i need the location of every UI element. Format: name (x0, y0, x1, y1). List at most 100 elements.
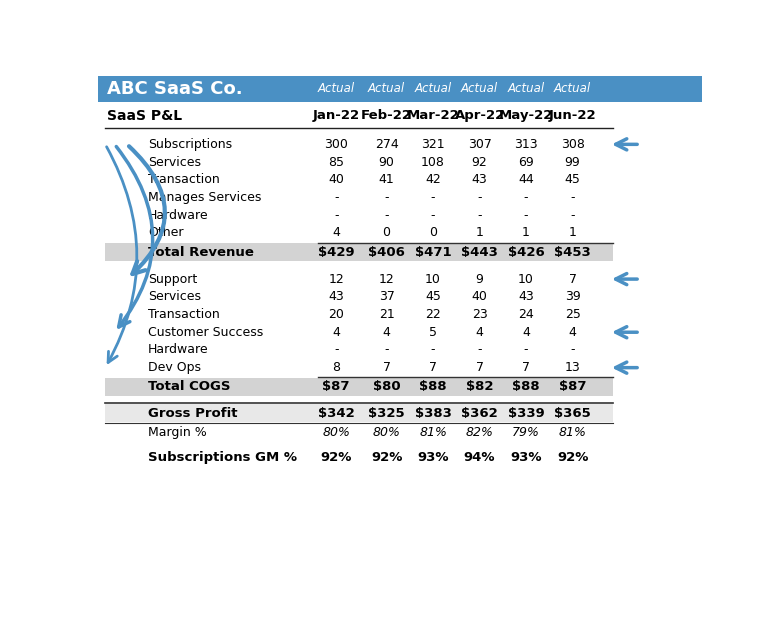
Text: 7: 7 (569, 272, 576, 286)
Text: $342: $342 (317, 406, 355, 420)
Text: Support: Support (148, 272, 197, 286)
Text: 41: 41 (379, 173, 395, 186)
Text: 12: 12 (328, 272, 344, 286)
Text: 92%: 92% (370, 451, 402, 464)
Text: -: - (570, 191, 575, 204)
Text: 8: 8 (332, 361, 340, 374)
Text: 7: 7 (476, 361, 484, 374)
Text: 94%: 94% (464, 451, 495, 464)
Text: Jan-22: Jan-22 (313, 109, 360, 123)
Text: 85: 85 (328, 156, 344, 168)
Text: 43: 43 (328, 290, 344, 304)
Text: $426: $426 (508, 246, 544, 258)
Text: 23: 23 (472, 308, 488, 321)
Text: 307: 307 (468, 138, 491, 151)
Text: -: - (334, 191, 339, 204)
Bar (105, 243, 613, 261)
Text: Actual: Actual (414, 83, 452, 95)
Text: $406: $406 (368, 246, 405, 258)
Text: 99: 99 (565, 156, 580, 168)
Text: 300: 300 (324, 138, 348, 151)
Text: 92: 92 (472, 156, 488, 168)
Text: 7: 7 (382, 361, 391, 374)
Text: Jun-22: Jun-22 (549, 109, 597, 123)
Text: Feb-22: Feb-22 (361, 109, 412, 123)
Text: 21: 21 (379, 308, 395, 321)
Text: -: - (570, 209, 575, 222)
Text: Transaction: Transaction (148, 308, 220, 321)
Text: 40: 40 (328, 173, 344, 186)
Text: -: - (477, 344, 482, 356)
Text: 40: 40 (472, 290, 488, 304)
Text: Transaction: Transaction (148, 173, 220, 186)
Text: 1: 1 (569, 227, 576, 239)
Text: $429: $429 (318, 246, 355, 258)
Text: 90: 90 (378, 156, 395, 168)
Text: $88: $88 (420, 380, 447, 394)
Text: $443: $443 (461, 246, 498, 258)
Text: -: - (431, 191, 435, 204)
Text: 1: 1 (476, 227, 484, 239)
Text: 10: 10 (425, 272, 441, 286)
Text: 45: 45 (425, 290, 441, 304)
Text: Dev Ops: Dev Ops (148, 361, 201, 374)
Text: 82%: 82% (466, 426, 494, 439)
Text: 42: 42 (425, 173, 441, 186)
Text: Manages Services: Manages Services (148, 191, 261, 204)
Text: 93%: 93% (417, 451, 448, 464)
Text: 308: 308 (561, 138, 584, 151)
Text: 7: 7 (522, 361, 530, 374)
Text: Gross Profit: Gross Profit (148, 406, 237, 420)
Bar (98, 76, 702, 102)
Text: 321: 321 (421, 138, 445, 151)
Text: 0: 0 (429, 227, 437, 239)
Text: Customer Success: Customer Success (148, 326, 263, 338)
Text: 79%: 79% (512, 426, 540, 439)
Text: -: - (524, 344, 528, 356)
Text: 81%: 81% (419, 426, 447, 439)
Text: 25: 25 (565, 308, 580, 321)
Text: 80%: 80% (373, 426, 400, 439)
Text: $325: $325 (368, 406, 405, 420)
Text: 4: 4 (332, 326, 340, 338)
Text: 92%: 92% (321, 451, 352, 464)
Text: $362: $362 (461, 406, 498, 420)
Text: Other: Other (148, 227, 183, 239)
Text: 44: 44 (518, 173, 534, 186)
Text: 92%: 92% (557, 451, 588, 464)
Text: 22: 22 (425, 308, 441, 321)
Text: 93%: 93% (510, 451, 542, 464)
Text: Total COGS: Total COGS (148, 380, 230, 394)
Text: $87: $87 (322, 380, 350, 394)
Text: 4: 4 (476, 326, 484, 338)
Text: Actual: Actual (508, 83, 544, 95)
Text: 37: 37 (378, 290, 395, 304)
Text: 274: 274 (374, 138, 399, 151)
Text: 4: 4 (522, 326, 530, 338)
Text: 9: 9 (476, 272, 484, 286)
Text: 1: 1 (522, 227, 530, 239)
Text: 39: 39 (565, 290, 580, 304)
Text: $88: $88 (512, 380, 540, 394)
Text: 7: 7 (429, 361, 437, 374)
Text: -: - (385, 209, 388, 222)
Text: 24: 24 (518, 308, 534, 321)
Text: -: - (570, 344, 575, 356)
Text: Apr-22: Apr-22 (455, 109, 505, 123)
Text: 10: 10 (518, 272, 534, 286)
Text: 4: 4 (332, 227, 340, 239)
Text: $87: $87 (558, 380, 587, 394)
Text: Total Revenue: Total Revenue (148, 246, 254, 258)
Text: -: - (334, 209, 339, 222)
Bar (105, 378, 613, 396)
Text: -: - (431, 344, 435, 356)
Text: Actual: Actual (554, 83, 591, 95)
Text: 81%: 81% (558, 426, 587, 439)
Text: -: - (431, 209, 435, 222)
Text: Actual: Actual (368, 83, 405, 95)
Text: -: - (334, 344, 339, 356)
Bar (105, 404, 613, 422)
Text: $339: $339 (508, 406, 544, 420)
Text: -: - (477, 209, 482, 222)
Text: 45: 45 (565, 173, 580, 186)
